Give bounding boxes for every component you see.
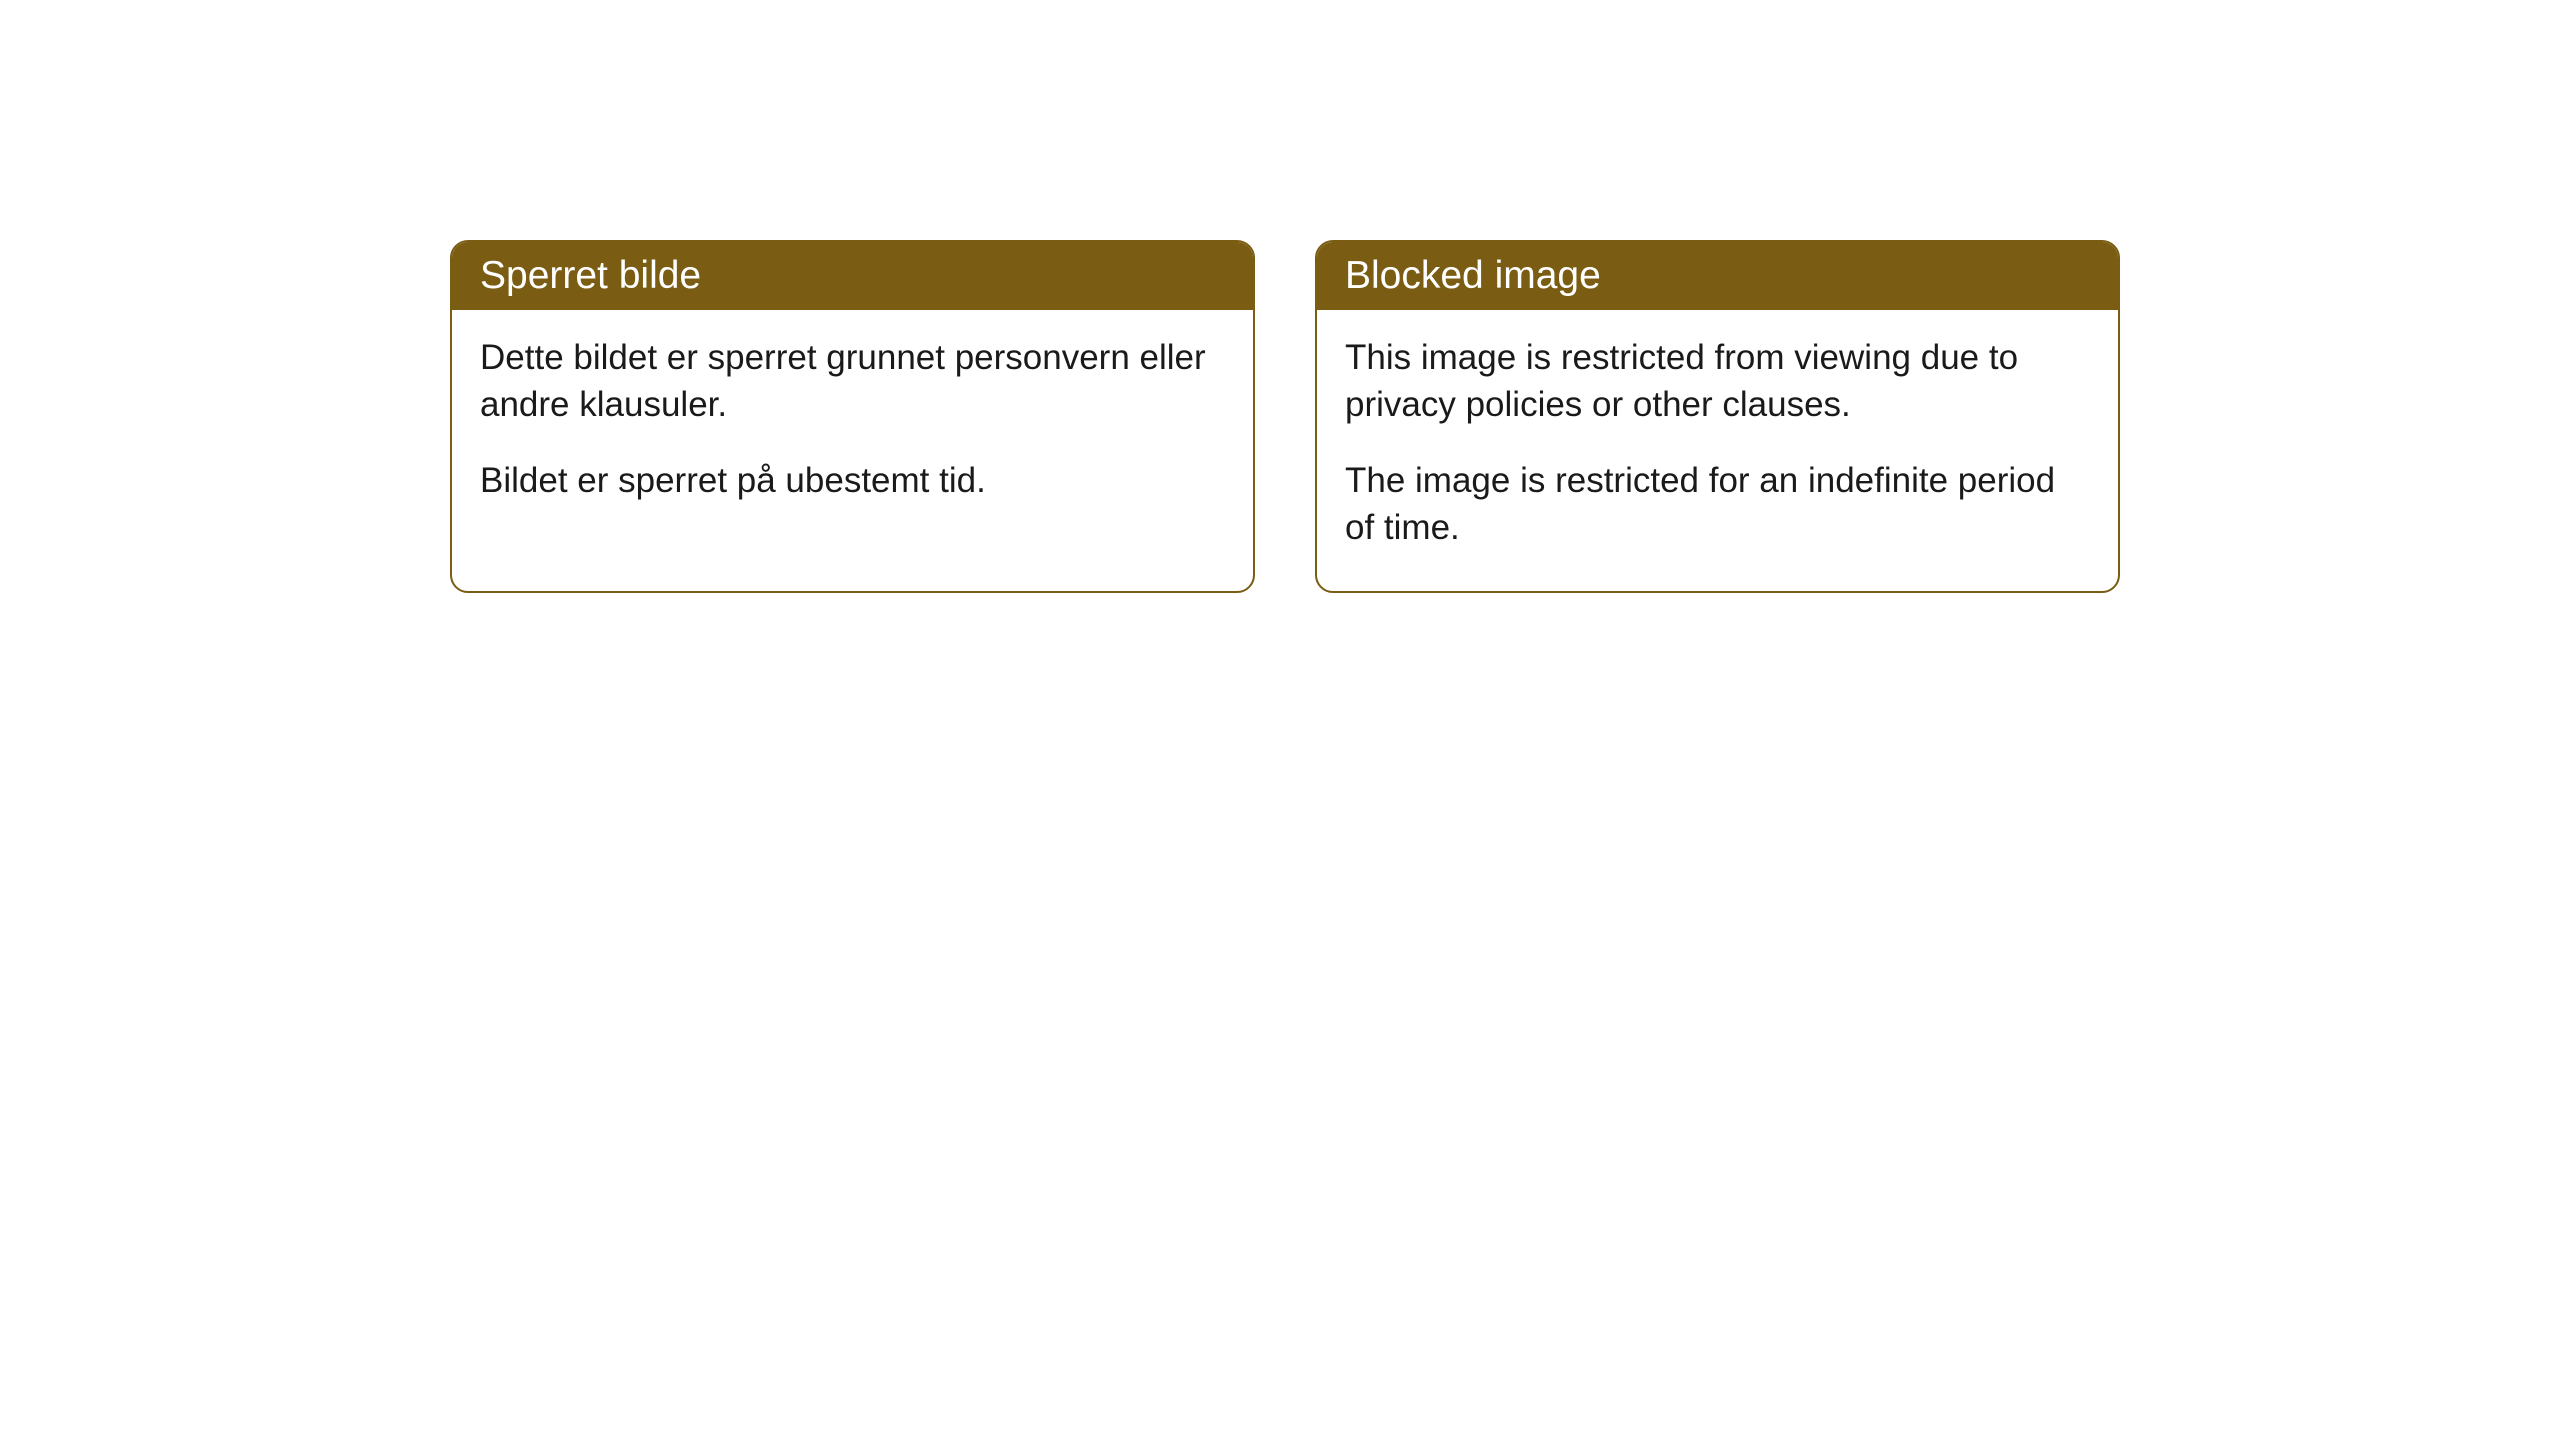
card-header: Sperret bilde bbox=[452, 242, 1253, 310]
notice-cards-container: Sperret bilde Dette bildet er sperret gr… bbox=[450, 240, 2120, 593]
card-para-2: Bildet er sperret på ubestemt tid. bbox=[480, 457, 1225, 504]
card-para-1: This image is restricted from viewing du… bbox=[1345, 334, 2090, 429]
blocked-image-card-no: Sperret bilde Dette bildet er sperret gr… bbox=[450, 240, 1255, 593]
blocked-image-card-en: Blocked image This image is restricted f… bbox=[1315, 240, 2120, 593]
card-para-1: Dette bildet er sperret grunnet personve… bbox=[480, 334, 1225, 429]
card-body: This image is restricted from viewing du… bbox=[1317, 310, 2118, 591]
card-body: Dette bildet er sperret grunnet personve… bbox=[452, 310, 1253, 544]
card-para-2: The image is restricted for an indefinit… bbox=[1345, 457, 2090, 552]
card-header: Blocked image bbox=[1317, 242, 2118, 310]
